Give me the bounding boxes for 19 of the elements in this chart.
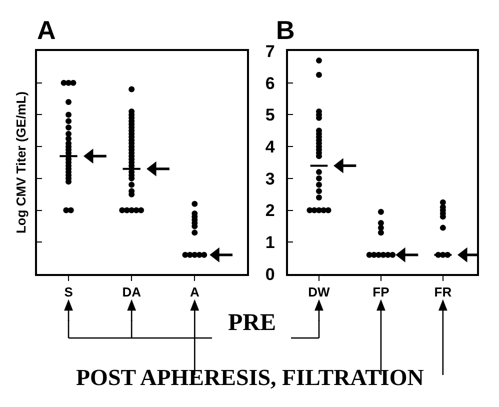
x-tick-label: S <box>64 284 74 300</box>
y-tick-label: 0 <box>265 264 275 284</box>
y-tick-label: 1 <box>265 233 275 252</box>
y-axis-title: Log CMV Titer (GE/mL) <box>14 91 29 234</box>
y-tick-label: 3 <box>265 169 275 188</box>
y-tick-label: 2 <box>265 201 275 220</box>
y-tick-label: 5 <box>265 106 275 125</box>
x-tick-label: FR <box>434 284 452 300</box>
x-tick-label: DA <box>122 284 142 300</box>
x-tick-label: FP <box>372 284 390 300</box>
y-tick-label: 7 <box>265 42 275 61</box>
text: PRE <box>228 310 276 336</box>
chart-title: A <box>37 15 56 45</box>
y-tick-label: 6 <box>265 74 275 93</box>
x-tick-label: DW <box>308 284 331 300</box>
chart-title: B <box>276 15 295 45</box>
y-tick-label: 4 <box>265 138 276 157</box>
text: POST APHERESIS, FILTRATION <box>76 365 424 390</box>
x-tick-label: A <box>190 284 200 300</box>
